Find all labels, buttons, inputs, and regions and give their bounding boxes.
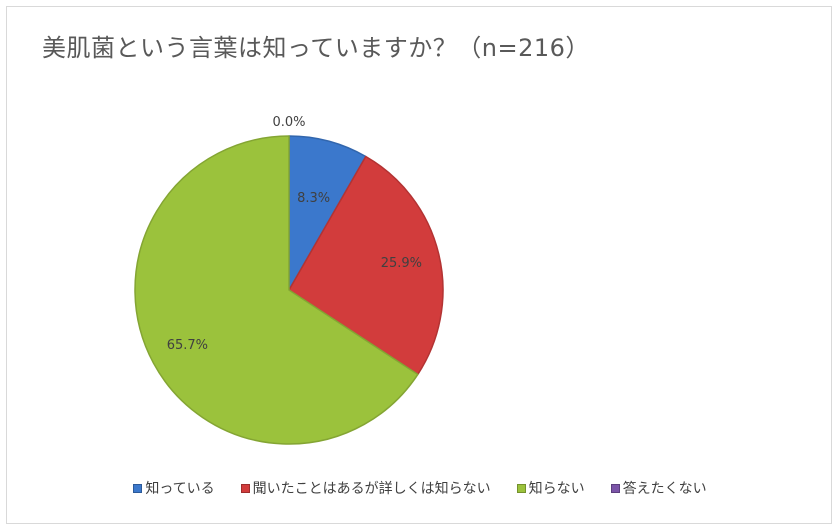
legend-item-dont-know: 知らない [516, 478, 585, 498]
pie-slice-heard-not-detailed [288, 155, 444, 376]
legend-item-no-answer: 答えたくない [610, 478, 707, 498]
legend-swatch [516, 483, 526, 493]
legend-item-heard-not-detailed: 聞いたことはあるが詳しくは知らない [240, 478, 491, 498]
chart-title: 美肌菌という言葉は知っていますか？（n=216） [42, 34, 590, 62]
pie-slices [134, 135, 444, 445]
legend-label: 知っている [145, 481, 215, 497]
legend-label: 知らない [528, 481, 585, 497]
legend-label: 聞いたことはあるが詳しくは知らない [252, 481, 491, 497]
data-label-heard-not-detailed: 25.9% [381, 256, 422, 271]
legend-swatch [133, 483, 143, 493]
legend-swatch [240, 483, 250, 493]
pie-data-labels: 8.3% 25.9% 65.7% 0.0% [167, 115, 422, 353]
legend: 知っている 聞いたことはあるが詳しくは知らない 知らない 答えたくない [0, 478, 840, 498]
pie-slice-dont-know [134, 135, 419, 445]
legend-item-know: 知っている [133, 478, 215, 498]
legend-label: 答えたくない [622, 481, 707, 497]
data-label-no-answer: 0.0% [272, 115, 305, 130]
data-label-dont-know: 65.7% [167, 338, 208, 353]
data-label-know: 8.3% [297, 191, 330, 206]
legend-swatch [610, 483, 620, 493]
